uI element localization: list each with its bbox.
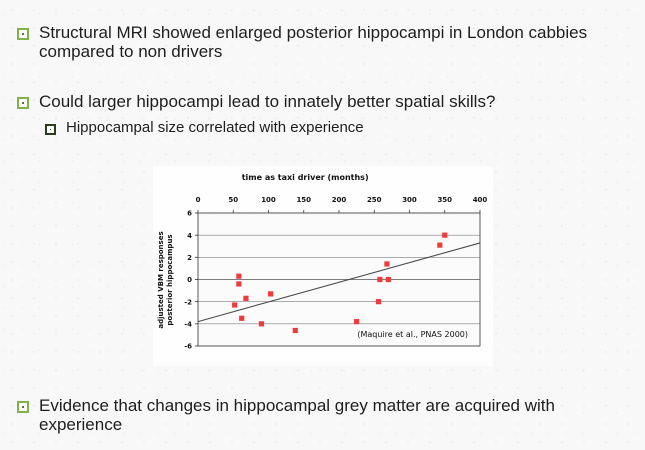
- scatter-point: [239, 315, 245, 321]
- scatter-point: [236, 273, 242, 279]
- scatter-point: [268, 291, 274, 297]
- x-tick-label: 150: [296, 196, 311, 204]
- y-tick-label: -6: [184, 343, 192, 351]
- bullet-spatial-skills: Could larger hippocampi lead to innately…: [17, 92, 627, 111]
- bullet-text: Could larger hippocampi lead to innately…: [39, 92, 496, 111]
- y-axis-label-line: posterior hippocampus: [166, 234, 174, 325]
- sub-bullet-text: Hippocampal size correlated with experie…: [66, 119, 364, 136]
- dark-square-bullet-icon: [45, 124, 56, 135]
- scatter-point: [236, 281, 242, 287]
- bullet-text: Structural MRI showed enlarged posterior…: [39, 23, 587, 61]
- bullet-grey-matter: Evidence that changes in hippocampal gre…: [17, 396, 627, 434]
- green-square-bullet-icon: [17, 28, 29, 40]
- scatter-point: [375, 299, 382, 305]
- sub-bullet-experience: Hippocampal size correlated with experie…: [45, 119, 605, 137]
- x-tick-label: 100: [261, 196, 276, 204]
- scatter-point: [232, 302, 238, 308]
- bullet-structural-mri: Structural MRI showed enlarged posterior…: [17, 23, 627, 61]
- green-square-bullet-icon: [17, 97, 29, 109]
- x-tick-label: 300: [402, 196, 417, 204]
- x-tick-label: 250: [367, 196, 382, 204]
- y-tick-label: -4: [184, 320, 192, 328]
- y-axis-label: adjusted VBM responsesposterior hippocam…: [157, 231, 174, 328]
- x-tick-label: 400: [473, 196, 488, 204]
- green-square-bullet-icon: [17, 401, 29, 413]
- x-tick-label: 50: [228, 196, 238, 204]
- citation-label: (Maquire et al., PNAS 2000): [357, 330, 468, 339]
- x-tick-label: 200: [332, 196, 347, 204]
- x-tick-label: 0: [196, 196, 201, 204]
- scatter-point: [385, 276, 391, 283]
- bullet-line: Evidence that changes in hippocampal gre…: [39, 396, 555, 415]
- chart-title: time as taxi driver (months): [242, 173, 369, 182]
- bullet-text: Evidence that changes in hippocampal gre…: [39, 396, 555, 434]
- y-tick-label: 4: [187, 232, 192, 240]
- scatter-point: [243, 295, 249, 301]
- scatter-point: [292, 327, 298, 334]
- scatter-point: [437, 242, 443, 248]
- scatter-point: [384, 261, 390, 267]
- y-tick-label: 0: [187, 276, 192, 284]
- y-tick-label: -2: [184, 298, 192, 306]
- bullet-line: compared to non drivers: [39, 42, 223, 62]
- y-tick-label: 2: [187, 254, 192, 262]
- scatter-point: [258, 321, 265, 327]
- x-tick-label: 350: [437, 196, 452, 204]
- y-axis-label-line: adjusted VBM responses: [157, 231, 165, 328]
- scatter-point: [377, 276, 383, 283]
- scatter-point: [354, 319, 360, 325]
- regression-line: [197, 242, 481, 323]
- scatter-point: [442, 232, 448, 238]
- bullet-line: Structural MRI showed enlarged posterior…: [39, 23, 588, 42]
- y-tick-label: 6: [187, 210, 192, 218]
- scatter-chart-svg: time as taxi driver (months) 0 50 100 150 200…: [157, 173, 488, 351]
- hippocampus-scatter-chart: time as taxi driver (months) 0 50 100 150 200…: [153, 166, 493, 366]
- bullet-line: experience: [39, 415, 123, 435]
